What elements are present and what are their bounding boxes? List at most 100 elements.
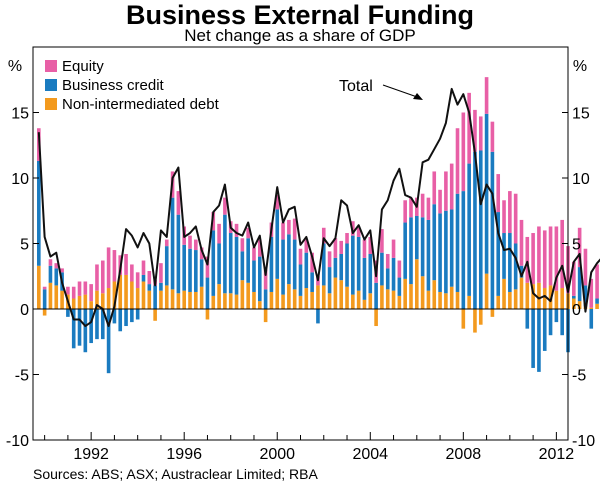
bar-business-credit [560,309,564,336]
bar-non-intermediated-debt [263,309,268,323]
bar-equity [589,278,594,308]
bar-non-intermediated-debt [269,291,274,309]
legend-swatch-non-intermediated-debt [45,98,57,110]
bar-business-credit [147,284,152,291]
bar-business-credit [275,209,280,279]
bar-business-credit [595,298,599,304]
bar-equity [252,247,256,261]
bar-business-credit [269,236,274,292]
bar-non-intermediated-debt [397,295,402,309]
bar-non-intermediated-debt [54,285,59,309]
bar-business-credit [321,243,326,286]
bar-non-intermediated-debt [71,298,76,309]
bar-business-credit [246,238,250,283]
bar-business-credit [473,151,477,309]
y-tick-label-left: 5 [20,237,29,254]
bar-equity [42,286,47,290]
bar-non-intermediated-debt [560,288,564,309]
bar-equity [438,189,442,214]
bar-non-intermediated-debt [368,293,373,309]
bar-business-credit [112,309,117,324]
bar-equity [432,171,437,205]
bar-equity [298,248,303,265]
bar-business-credit [589,309,594,329]
source-note: Sources: ABS; ASX; Austraclear Limited; … [33,466,318,482]
bar-business-credit [176,214,181,294]
bar-equity [525,236,530,283]
bar-non-intermediated-debt [281,294,285,309]
bar-business-credit [519,265,524,278]
bar-non-intermediated-debt [595,303,599,309]
bar-equity [519,219,524,266]
chart-title: Business External Funding [125,0,475,30]
bar-equity [327,251,332,268]
bar-business-credit [71,309,76,349]
bar-business-credit [461,191,466,309]
bar-business-credit [199,259,204,287]
bar-equity [211,212,216,231]
bar-equity [205,256,210,278]
axes-layer: -10 -10 -5 -5 0 0 5 5 10 10 15 15% % 1992 1996 2000 2004… [6,46,595,463]
bar-non-intermediated-debt [194,291,198,309]
x-tick-label: 2004 [352,446,388,463]
bar-equity [275,195,280,210]
bar-business-credit [542,309,547,351]
bar-non-intermediated-debt [112,281,117,309]
bar-business-credit [106,309,111,374]
bar-equity [362,239,367,258]
bar-business-credit [380,252,384,286]
bar-non-intermediated-debt [415,259,419,309]
bar-business-credit [240,251,245,281]
y-unit-right: % [573,58,587,75]
bar-equity [490,121,495,152]
bar-business-credit [316,309,320,324]
bar-non-intermediated-debt [316,285,320,309]
y-tick-label-right: -5 [572,368,586,385]
bar-non-intermediated-debt [432,280,437,309]
bar-non-intermediated-debt [77,295,82,309]
bar-non-intermediated-debt [455,291,460,309]
bar-non-intermediated-debt [246,282,250,309]
bar-equity [246,227,250,239]
bar-non-intermediated-debt [100,293,105,309]
bar-non-intermediated-debt [542,288,547,309]
bar-equity [147,271,152,285]
bar-non-intermediated-debt [147,290,152,309]
legend-swatch-business-credit [45,79,57,91]
bar-business-credit [525,309,530,329]
bar-non-intermediated-debt [478,309,483,325]
bar-non-intermediated-debt [223,293,227,309]
bar-non-intermediated-debt [502,278,506,309]
bar-equity [467,92,471,164]
bar-business-credit [164,246,169,286]
bar-equity [572,261,576,296]
bar-equity [66,286,70,295]
bar-business-credit [345,243,349,287]
total-line-layer [37,87,600,328]
bar-equity [135,272,140,289]
bar-non-intermediated-debt [83,294,88,309]
bar-non-intermediated-debt [403,278,407,309]
bar-equity [385,253,390,269]
bar-equity [380,229,384,253]
bar-equity [577,227,582,268]
bar-equity [513,193,518,244]
bar-business-credit [415,215,419,260]
bar-business-credit [572,295,576,299]
bar-equity [449,163,454,210]
bar-non-intermediated-debt [176,293,181,309]
bar-non-intermediated-debt [234,294,239,309]
bar-equity [502,200,506,234]
bar-equity [71,286,76,299]
chart-subtitle: Net change as a share of GDP [184,26,416,45]
bar-business-credit [100,309,105,340]
y-tick-label-left: 10 [11,171,29,188]
bar-business-credit [449,209,454,287]
y-tick-label-left: 0 [20,302,29,319]
bar-business-credit [496,212,501,296]
legend-label-business-credit: Business credit [62,77,165,94]
bar-non-intermediated-debt [385,289,390,309]
bar-non-intermediated-debt [438,291,442,309]
bar-non-intermediated-debt [444,293,448,309]
